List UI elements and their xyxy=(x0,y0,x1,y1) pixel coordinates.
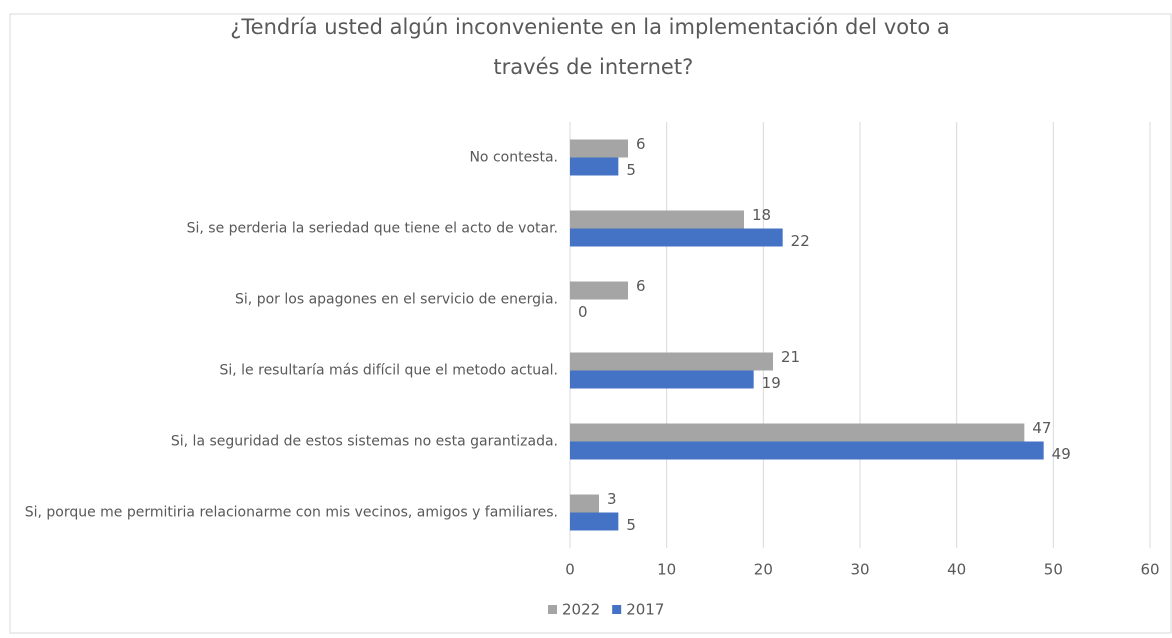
bar xyxy=(570,494,599,513)
legend-swatch xyxy=(548,605,557,614)
bar xyxy=(570,512,619,531)
category-label: Si, la seguridad de estos sistemas no es… xyxy=(171,434,558,450)
value-label: 22 xyxy=(791,232,810,250)
bar xyxy=(570,370,754,389)
bar xyxy=(570,352,773,371)
chart-border xyxy=(9,13,1172,634)
bar xyxy=(570,157,619,176)
chart-title: ¿Tendría usted algún inconveniente en la… xyxy=(230,15,949,79)
value-label: 3 xyxy=(607,490,617,508)
value-label: 5 xyxy=(626,161,636,179)
category-label: Si, por los apagones en el servicio de e… xyxy=(235,292,558,308)
bar xyxy=(570,441,1044,460)
legend-label: 2017 xyxy=(626,601,664,619)
bar xyxy=(570,139,628,158)
x-tick-label: 30 xyxy=(850,561,869,579)
bar xyxy=(570,228,783,247)
x-tick-label: 20 xyxy=(754,561,773,579)
value-label: 5 xyxy=(626,516,636,534)
value-label: 0 xyxy=(578,303,588,321)
legend-label: 2022 xyxy=(562,601,600,619)
x-tick-label: 50 xyxy=(1044,561,1063,579)
x-tick-label: 0 xyxy=(565,561,575,579)
category-label: Si, le resultaría más difícil que el met… xyxy=(219,363,558,379)
value-label: 47 xyxy=(1032,419,1051,437)
value-label: 6 xyxy=(636,135,646,153)
category-label: Si, porque me permitiria relacionarme co… xyxy=(25,505,558,521)
value-label: 19 xyxy=(762,374,781,392)
value-label: 18 xyxy=(752,206,771,224)
value-label: 49 xyxy=(1052,445,1071,463)
x-tick-label: 10 xyxy=(657,561,676,579)
value-label: 21 xyxy=(781,348,800,366)
category-label: Si, se perderia la seriedad que tiene el… xyxy=(187,221,558,237)
x-tick-label: 60 xyxy=(1140,561,1159,579)
x-tick-label: 40 xyxy=(947,561,966,579)
bar xyxy=(570,281,628,300)
legend-swatch xyxy=(612,605,622,614)
category-label: No contesta. xyxy=(469,150,558,166)
bar xyxy=(570,423,1025,442)
bar xyxy=(570,210,744,229)
value-label: 6 xyxy=(636,277,646,295)
